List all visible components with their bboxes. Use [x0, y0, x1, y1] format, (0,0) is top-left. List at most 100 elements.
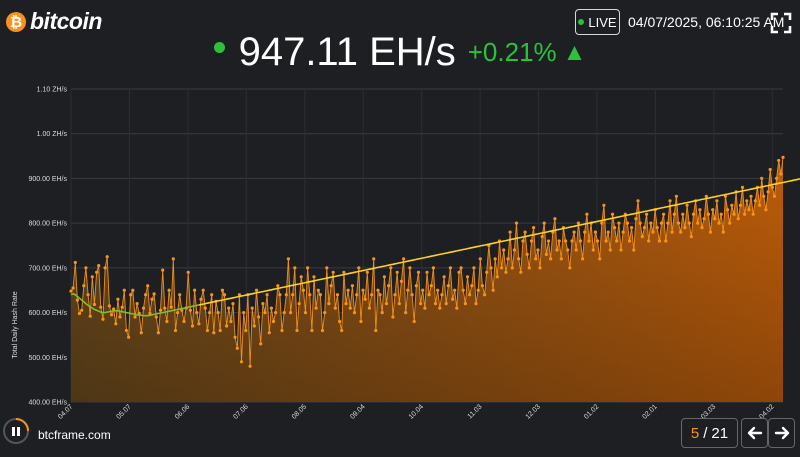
- daily-point: [610, 212, 615, 216]
- daily-point: [176, 311, 180, 315]
- site-link[interactable]: btcframe.com: [38, 428, 111, 442]
- datetime: 04/07/2025, 06:10:25 AM: [628, 14, 785, 30]
- change-up-arrow-icon: ▲: [562, 38, 587, 66]
- daily-point: [764, 208, 768, 212]
- daily-point: [448, 266, 452, 270]
- daily-point: [299, 275, 303, 279]
- daily-point: [664, 239, 668, 243]
- daily-point: [276, 284, 280, 288]
- daily-point: [382, 275, 386, 279]
- daily-point: [131, 288, 135, 292]
- daily-point: [133, 315, 137, 319]
- daily-point: [630, 226, 634, 230]
- daily-point: [88, 314, 92, 318]
- daily-point: [517, 257, 521, 261]
- daily-point: [254, 288, 259, 292]
- daily-point: [632, 248, 636, 252]
- fullscreen-icon[interactable]: [770, 12, 792, 34]
- daily-point: [508, 230, 512, 234]
- daily-point: [566, 248, 570, 252]
- daily-point: [642, 226, 647, 230]
- daily-point: [109, 313, 114, 317]
- daily-point: [216, 311, 220, 315]
- daily-point: [84, 266, 88, 270]
- daily-point: [749, 194, 753, 198]
- daily-point: [161, 268, 165, 272]
- daily-point: [512, 248, 517, 252]
- daily-point: [440, 293, 444, 297]
- daily-point: [758, 203, 762, 207]
- daily-point: [73, 260, 77, 265]
- live-button[interactable]: LIVE: [575, 9, 620, 35]
- daily-point: [163, 306, 167, 310]
- daily-point: [235, 346, 239, 350]
- daily-point: [103, 266, 107, 270]
- daily-point: [578, 239, 583, 243]
- daily-point: [293, 266, 297, 270]
- daily-point: [378, 293, 382, 297]
- x-tick-label: 06.06: [174, 403, 191, 420]
- moving-average-line-early: [70, 292, 200, 317]
- daily-point: [753, 199, 757, 203]
- daily-point: [291, 293, 295, 297]
- y-axis: 400.00 EH/s 500.00 EH/s 600.00 EH/s 700.00 …: [28, 87, 67, 407]
- daily-point: [666, 221, 670, 225]
- daily-point: [636, 199, 640, 203]
- page-current: 5: [690, 424, 700, 442]
- daily-point: [197, 322, 201, 326]
- daily-point: [154, 315, 158, 319]
- daily-point: [593, 230, 598, 234]
- daily-point: [269, 306, 273, 310]
- daily-point: [613, 226, 617, 230]
- daily-point: [615, 239, 619, 243]
- daily-point: [186, 270, 190, 274]
- daily-point: [549, 257, 553, 261]
- daily-point: [668, 199, 672, 203]
- daily-point: [451, 297, 455, 301]
- daily-point: [312, 275, 316, 279]
- daily-point: [340, 328, 344, 333]
- daily-point: [278, 293, 282, 297]
- daily-point: [595, 239, 600, 243]
- arrow-right-icon: [774, 426, 789, 440]
- daily-point: [225, 324, 229, 328]
- daily-point: [453, 288, 457, 292]
- daily-point: [659, 221, 664, 225]
- daily-point: [310, 328, 314, 333]
- daily-point: [274, 311, 278, 315]
- daily-point: [519, 270, 523, 274]
- daily-point: [542, 221, 546, 225]
- daily-point: [357, 266, 361, 270]
- daily-point: [461, 288, 465, 292]
- daily-point: [301, 288, 305, 292]
- daily-point: [598, 257, 602, 261]
- previous-button[interactable]: [741, 418, 768, 448]
- daily-point: [465, 275, 470, 279]
- daily-point: [619, 248, 623, 252]
- daily-point: [574, 248, 578, 252]
- daily-point: [158, 308, 163, 312]
- daily-point: [657, 239, 662, 243]
- daily-point: [431, 266, 435, 270]
- daily-point: [393, 293, 397, 297]
- daily-point: [395, 270, 399, 274]
- daily-point: [468, 293, 472, 297]
- daily-point: [529, 239, 534, 243]
- daily-point: [365, 270, 369, 274]
- x-tick-label: 11.03: [467, 403, 484, 420]
- daily-point: [568, 266, 572, 270]
- daily-point: [156, 331, 160, 335]
- live-label: LIVE: [588, 14, 617, 30]
- daily-point: [617, 221, 621, 225]
- daily-point: [638, 221, 642, 225]
- daily-point: [423, 306, 427, 310]
- daily-point: [476, 288, 480, 292]
- x-tick-label: 01.02: [583, 403, 600, 420]
- daily-point: [201, 288, 205, 292]
- next-button[interactable]: [768, 418, 795, 448]
- daily-point: [416, 270, 421, 274]
- daily-point: [116, 297, 120, 301]
- daily-point: [404, 311, 408, 315]
- daily-point: [602, 203, 606, 207]
- status-dot-icon: [213, 42, 225, 53]
